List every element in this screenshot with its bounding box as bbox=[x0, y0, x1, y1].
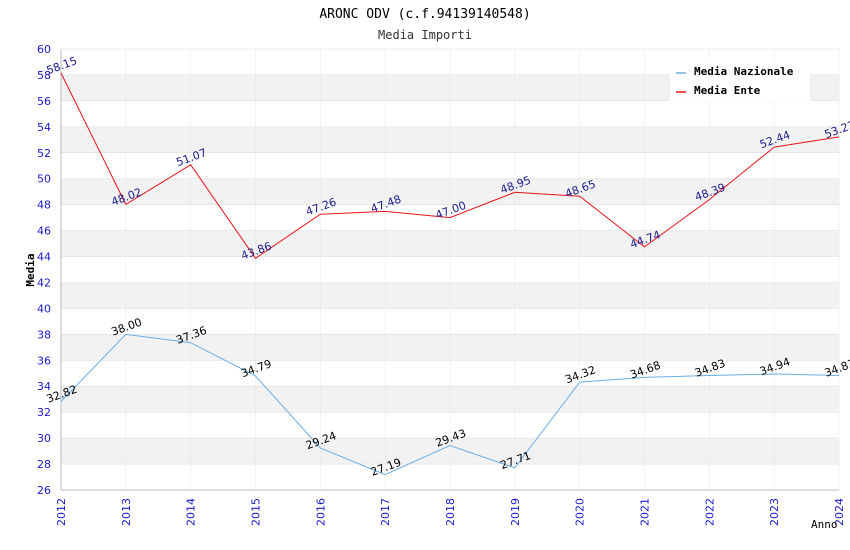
y-tick-label: 60 bbox=[37, 43, 51, 56]
y-tick-label: 30 bbox=[37, 432, 51, 445]
chart-title: ARONC ODV (c.f.94139140548) bbox=[319, 7, 530, 22]
x-tick-label: 2020 bbox=[574, 498, 587, 526]
y-tick-label: 42 bbox=[37, 276, 51, 289]
legend-label-media-nazionale: Media Nazionale bbox=[694, 65, 794, 78]
y-tick-label: 52 bbox=[37, 147, 51, 160]
y-axis-ticks: 26 28 30 32 34 36 38 40 42 44 46 48 50 52 54 56 58 60 bbox=[37, 43, 51, 497]
series-line-media-ente bbox=[60, 72, 840, 259]
series-lines bbox=[60, 72, 840, 476]
series-line-media-nazionale bbox=[60, 333, 840, 476]
x-tick-label: 2018 bbox=[444, 498, 457, 526]
y-tick-label: 34 bbox=[37, 380, 51, 393]
y-tick-label: 58 bbox=[37, 69, 51, 82]
x-axis-title: Anno bbox=[811, 518, 838, 531]
y-tick-label: 28 bbox=[37, 458, 51, 471]
x-tick-label: 2022 bbox=[703, 498, 716, 526]
y-tick-label: 38 bbox=[37, 328, 51, 341]
legend-box bbox=[670, 61, 810, 101]
y-tick-label: 56 bbox=[37, 95, 51, 108]
y-tick-label: 50 bbox=[37, 173, 51, 186]
chart-subtitle: Media Importi bbox=[378, 28, 472, 42]
x-tick-label: 2017 bbox=[379, 498, 392, 526]
legend-label-media-ente: Media Ente bbox=[694, 84, 761, 97]
x-tick-label: 2013 bbox=[120, 498, 133, 526]
x-tick-label: 2023 bbox=[768, 498, 781, 526]
plot-background bbox=[60, 48, 840, 491]
x-axis-ticks: 2012 2013 2014 2015 2016 2017 2018 2019 2020 2021… bbox=[55, 498, 846, 526]
x-tick-label: 2016 bbox=[314, 498, 327, 526]
y-tick-label: 54 bbox=[37, 121, 51, 134]
y-tick-label: 46 bbox=[37, 225, 51, 238]
x-tick-label: 2021 bbox=[639, 498, 652, 526]
y-tick-label: 32 bbox=[37, 406, 51, 419]
y-tick-label: 40 bbox=[37, 302, 51, 315]
x-tick-label: 2012 bbox=[55, 498, 68, 526]
y-tick-label: 36 bbox=[37, 354, 51, 367]
y-tick-label: 44 bbox=[37, 251, 51, 264]
y-tick-label: 48 bbox=[37, 199, 51, 212]
x-tick-label: 2019 bbox=[509, 498, 522, 526]
legend: Media Nazionale Media Ente bbox=[670, 61, 810, 101]
y-tick-label: 26 bbox=[37, 484, 51, 497]
x-tick-label: 2024 bbox=[833, 498, 846, 526]
y-axis-title: Media bbox=[24, 253, 37, 286]
x-tick-label: 2015 bbox=[250, 498, 263, 526]
x-tick-label: 2014 bbox=[185, 498, 198, 526]
